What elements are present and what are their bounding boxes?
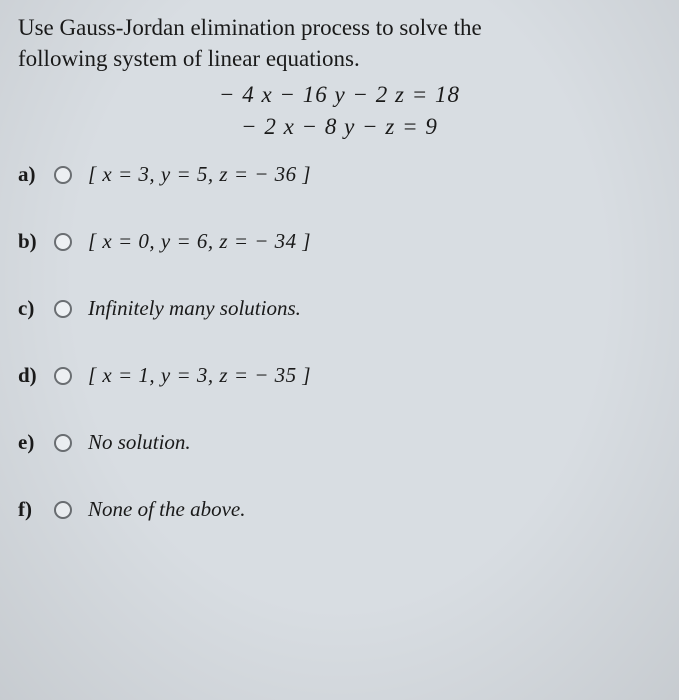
option-label: e) (18, 430, 42, 455)
option-b[interactable]: b) [ x = 0, y = 6, z = − 34 ] (18, 229, 661, 254)
radio-icon[interactable] (54, 501, 72, 519)
option-label: c) (18, 296, 42, 321)
equation-block: − 4 x − 16 y − 2 z = 18 − 2 x − 8 y − z … (18, 82, 661, 140)
option-text: [ x = 1, y = 3, z = − 35 ] (88, 363, 311, 388)
option-text: No solution. (88, 430, 191, 455)
option-label: f) (18, 497, 42, 522)
radio-icon[interactable] (54, 233, 72, 251)
radio-icon[interactable] (54, 166, 72, 184)
option-label: d) (18, 363, 42, 388)
options-list: a) [ x = 3, y = 5, z = − 36 ] b) [ x = 0… (18, 162, 661, 522)
option-text: Infinitely many solutions. (88, 296, 301, 321)
option-text: [ x = 0, y = 6, z = − 34 ] (88, 229, 311, 254)
radio-icon[interactable] (54, 300, 72, 318)
radio-icon[interactable] (54, 434, 72, 452)
option-f[interactable]: f) None of the above. (18, 497, 661, 522)
option-a[interactable]: a) [ x = 3, y = 5, z = − 36 ] (18, 162, 661, 187)
option-text: [ x = 3, y = 5, z = − 36 ] (88, 162, 311, 187)
equation-1: − 4 x − 16 y − 2 z = 18 (18, 82, 661, 108)
option-d[interactable]: d) [ x = 1, y = 3, z = − 35 ] (18, 363, 661, 388)
question-line-1: Use Gauss-Jordan elimination process to … (18, 15, 482, 40)
question-line-2: following system of linear equations. (18, 46, 360, 71)
radio-icon[interactable] (54, 367, 72, 385)
option-c[interactable]: c) Infinitely many solutions. (18, 296, 661, 321)
equation-2: − 2 x − 8 y − z = 9 (18, 114, 661, 140)
option-e[interactable]: e) No solution. (18, 430, 661, 455)
option-text: None of the above. (88, 497, 245, 522)
option-label: a) (18, 162, 42, 187)
option-label: b) (18, 229, 42, 254)
question-prompt: Use Gauss-Jordan elimination process to … (18, 12, 661, 74)
